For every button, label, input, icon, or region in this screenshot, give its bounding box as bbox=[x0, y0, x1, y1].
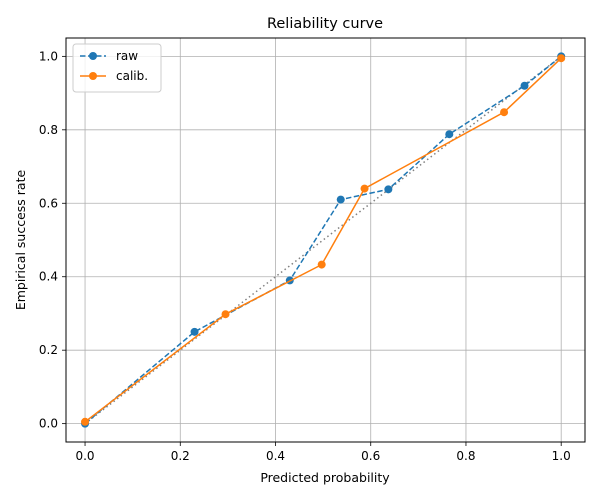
legend-marker bbox=[89, 52, 97, 60]
data-point bbox=[81, 417, 90, 426]
data-point bbox=[557, 54, 566, 63]
data-point bbox=[360, 184, 369, 193]
data-point bbox=[336, 195, 345, 204]
series-line bbox=[84, 57, 562, 423]
y-tick-label: 0.6 bbox=[39, 196, 58, 210]
series-1 bbox=[81, 54, 566, 426]
y-tick-label: 0.4 bbox=[39, 270, 58, 284]
x-tick-label: 0.4 bbox=[266, 449, 285, 463]
legend-marker bbox=[89, 72, 97, 80]
data-point bbox=[520, 81, 529, 90]
legend-item-0: raw bbox=[80, 49, 138, 63]
series-line bbox=[84, 55, 562, 425]
y-tick-label: 0.8 bbox=[39, 123, 58, 137]
x-tick-label: 0.2 bbox=[171, 449, 190, 463]
y-axis-label: Empirical success rate bbox=[13, 170, 28, 311]
data-point bbox=[221, 310, 230, 319]
y-axis-ticks: 0.0 0.2 0.4 0.6 0.8 1.0 bbox=[39, 49, 66, 431]
legend-label: calib. bbox=[116, 69, 148, 83]
perfect-calibration-line bbox=[84, 55, 562, 425]
y-tick-label: 0.0 bbox=[39, 417, 58, 431]
data-point bbox=[190, 327, 199, 336]
legend: raw calib. bbox=[72, 43, 162, 93]
legend-label: raw bbox=[116, 49, 138, 63]
data-point bbox=[317, 260, 326, 269]
reference-diagonal bbox=[84, 55, 562, 425]
data-point bbox=[445, 130, 454, 139]
y-tick-label: 1.0 bbox=[39, 49, 58, 63]
x-axis-ticks: 0.0 0.2 0.4 0.6 0.8 1.0 bbox=[75, 442, 571, 463]
data-point bbox=[500, 108, 509, 117]
legend-item-1: calib. bbox=[80, 69, 148, 83]
series-layer bbox=[81, 52, 566, 428]
x-tick-label: 0.6 bbox=[361, 449, 380, 463]
chart-title: Reliability curve bbox=[267, 16, 383, 32]
y-tick-label: 0.2 bbox=[39, 343, 58, 357]
x-tick-label: 1.0 bbox=[552, 449, 571, 463]
x-axis-label: Predicted probability bbox=[260, 470, 390, 485]
grid-lines bbox=[66, 38, 585, 442]
plot-frame bbox=[65, 37, 586, 443]
x-tick-label: 0.8 bbox=[456, 449, 475, 463]
x-tick-label: 0.0 bbox=[75, 449, 94, 463]
data-point bbox=[384, 185, 393, 194]
